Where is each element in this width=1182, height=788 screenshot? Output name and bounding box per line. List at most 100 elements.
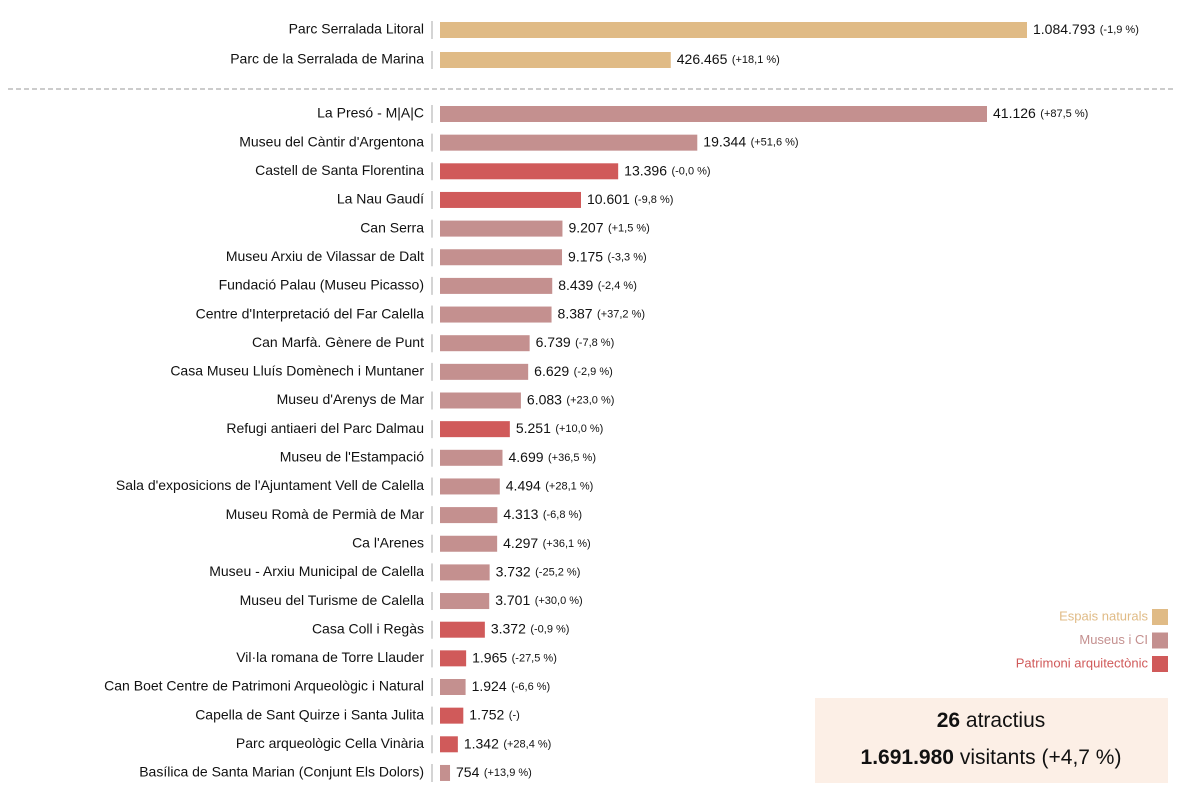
change: (-6,6 %) [511,681,550,693]
bar [440,707,464,724]
value: 3.372 [491,620,526,636]
category-label: Fundació Palau (Museu Picasso) [219,277,424,293]
bar [440,736,458,753]
value: 1.084.793 [1033,21,1095,37]
value-label: 8.439 (-2,4 %) [558,277,637,295]
change: (-7,8 %) [575,337,614,349]
category-label: Ca l'Arenes [352,534,424,550]
legend-swatch [1152,632,1168,649]
category-label: Parc Serralada Litoral [289,21,424,37]
value-label: 1.752 (-) [469,706,519,724]
value-label: 1.084.793 (-1,9 %) [1033,21,1139,39]
category-label: Parc de la Serralada de Marina [230,51,424,67]
value-label: 4.699 (+36,5 %) [508,449,596,467]
value: 6.083 [527,391,562,407]
value-label: 41.126 (+87,5 %) [993,105,1088,123]
value-label: 4.494 (+28,1 %) [506,477,593,495]
category-label: Centre d'Interpretació del Far Calella [196,305,425,321]
category-label: Capella de Sant Quirze i Santa Julita [195,706,424,722]
change: (-9,8 %) [634,194,673,206]
bar [440,363,529,380]
summary-total: 1.691.980 visitants (+4,7 %) [861,746,1122,769]
category-label: Museu Romà de Permià de Mar [226,506,425,522]
category-label: Museu - Arxiu Municipal de Calella [209,563,424,579]
bar [440,220,563,237]
category-label: La Nau Gaudí [337,191,424,207]
value: 3.732 [496,563,531,579]
summary-box [815,698,1168,783]
total-change: (+4,7 %) [1042,746,1122,769]
change: (+18,1 %) [732,54,780,66]
category-label: Museu de l'Estampació [280,449,425,465]
category-label: Vil·la romana de Torre Llauder [236,649,424,665]
change: (+36,5 %) [548,452,596,464]
bar [440,106,987,122]
bar [440,593,490,610]
value-label: 4.313 (-6,8 %) [503,506,582,524]
category-label: Museu d'Arenys de Mar [277,391,425,407]
value-label: 4.297 (+36,1 %) [503,534,590,552]
value: 754 [456,764,480,780]
value-label: 5.251 (+10,0 %) [516,420,604,438]
summary-count: 26 atractius [937,709,1046,732]
category-label: Can Marfà. Gènere de Punt [252,334,424,350]
value-label: 6.739 (-7,8 %) [536,334,615,352]
legend-label: Patrimoni arquitectònic [1016,655,1149,670]
change: (+23,0 %) [566,394,614,406]
category-label: Refugi antiaeri del Parc Dalmau [226,420,424,436]
bar [440,22,1027,38]
change: (+87,5 %) [1040,108,1088,120]
change: (-2,9 %) [574,366,613,378]
category-label: Casa Museu Lluís Domènech i Muntaner [170,363,424,379]
value-label: 1.924 (-6,6 %) [472,678,551,696]
bar [440,191,581,208]
category-label: Parc arqueològic Cella Vinària [236,735,424,751]
value-label: 426.465 (+18,1 %) [677,51,780,69]
bar [440,535,498,552]
change: (+28,1 %) [545,480,593,492]
value: 1.924 [472,678,507,694]
category-label: Casa Coll i Regàs [312,620,424,636]
value: 4.699 [508,449,543,465]
value-label: 3.732 (-25,2 %) [496,563,581,581]
value: 41.126 [993,105,1036,121]
bar [440,306,552,323]
category-label: Can Serra [360,219,424,235]
value: 6.739 [536,334,571,350]
change: (+37,2 %) [597,308,645,320]
bar [440,507,498,524]
value: 1.752 [469,706,504,722]
value: 426.465 [677,51,728,67]
legend-swatch [1152,656,1168,672]
value-label: 1.965 (-27,5 %) [472,649,557,667]
value-label: 8.387 (+37,2 %) [558,305,646,323]
value-label: 1.342 (+28,4 %) [464,735,551,753]
bar [440,421,510,438]
change: (-2,4 %) [598,280,637,292]
category-label: La Presó - M|A|C [317,105,424,121]
change: (-6,8 %) [543,509,582,521]
value: 3.701 [495,592,530,608]
category-label: Can Boet Centre de Patrimoni Arqueològic… [104,678,424,694]
value: 1.342 [464,735,499,751]
change: (-3,3 %) [608,251,647,263]
change: (-1,9 %) [1100,24,1139,36]
value-label: 9.175 (-3,3 %) [568,248,647,266]
bar [440,277,553,294]
bar [440,764,451,781]
value: 6.629 [534,363,569,379]
value-label: 754 (+13,9 %) [456,764,532,782]
change: (+1,5 %) [608,223,650,235]
value: 9.175 [568,248,603,264]
category-label: Museu del Càntir d'Argentona [239,133,424,149]
bar [440,679,466,695]
total: 1.691.980 [861,746,954,769]
value: 8.439 [558,277,593,293]
bar [440,52,671,68]
category-label: Basílica de Santa Marian (Conjunt Els Do… [139,764,424,780]
value-label: 19.344 (+51,6 %) [703,133,798,151]
bar [440,249,563,266]
change: (+28,4 %) [503,738,551,750]
value: 5.251 [516,420,551,436]
